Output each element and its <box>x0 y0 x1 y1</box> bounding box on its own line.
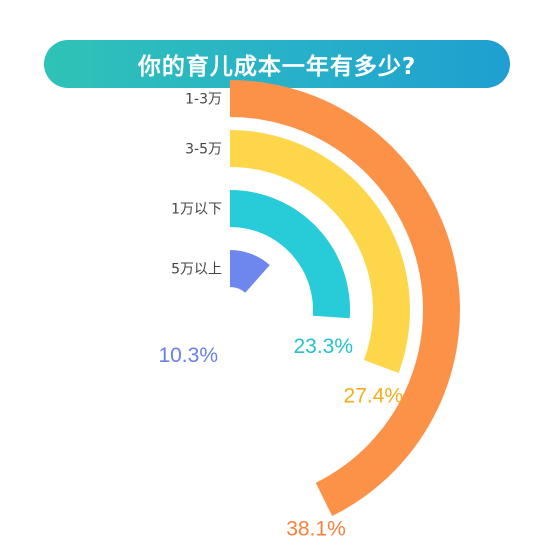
chart-layer: 1-3万 38.1% 3-5万 27.4% 1万以下 23.3% 5万以上 10.3% <box>158 80 460 540</box>
arc-3 <box>230 250 270 293</box>
arc-0 <box>230 80 460 517</box>
category-label-0: 1-3万 <box>185 92 222 108</box>
arc-2 <box>230 190 350 319</box>
category-label-1: 3-5万 <box>185 142 222 158</box>
title-banner: 你的育儿成本一年有多少? <box>44 40 510 88</box>
chart-title: 你的育儿成本一年有多少? <box>137 54 417 80</box>
category-label-2: 1万以下 <box>171 202 222 218</box>
value-label-1: 27.4% <box>344 384 404 407</box>
arc-1 <box>230 130 411 373</box>
value-label-2: 23.3% <box>293 335 353 358</box>
value-label-0: 38.1% <box>286 517 346 540</box>
category-label-3: 5万以上 <box>171 262 222 278</box>
value-label-3: 10.3% <box>158 344 218 367</box>
